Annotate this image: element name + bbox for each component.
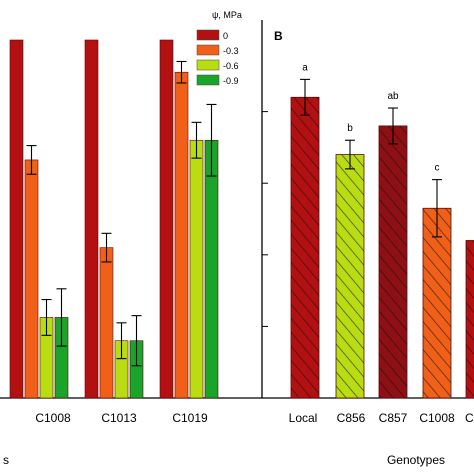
bar-b-hatch-c856	[336, 154, 364, 398]
bar-b-hatch-c1008	[423, 208, 451, 398]
bar-c1019-s0	[159, 39, 174, 399]
bar-c1019-s1	[174, 71, 189, 399]
sig-label-c856: b	[347, 123, 353, 134]
panel-a: C1008 C1013 C1019 s ψ, MPa 0 -0.3 -0.6 -0.9	[0, 10, 262, 467]
legend-swatch-3	[196, 74, 220, 86]
legend-title: ψ, MPa	[212, 10, 242, 20]
legend-label-2: -0.6	[223, 61, 239, 71]
panel-b-tick-labels: Local C856 C857 C1008 C	[289, 411, 474, 425]
sig-label-c1008: c	[435, 163, 440, 174]
legend-label-1: -0.3	[223, 46, 239, 56]
panel-a-xlabel-fragment: s	[3, 453, 9, 467]
bar-c1013-s1	[99, 247, 114, 399]
legend-swatch-2	[196, 59, 220, 71]
panel-b-y-ticks	[262, 111, 268, 327]
bar-b-hatch-local	[291, 97, 319, 398]
panel-b-label: B	[274, 29, 283, 43]
legend-swatch-1	[196, 44, 220, 56]
bar-c1019-s3	[204, 139, 219, 399]
sig-label-local: a	[302, 62, 308, 73]
bar-c1008-s1	[24, 159, 39, 399]
tick-label-c1019: C1019	[172, 411, 208, 425]
tick-label-c856: C856	[337, 411, 366, 425]
legend-swatch-0	[196, 29, 220, 41]
tick-label-local: Local	[289, 411, 318, 425]
tick-label-c-partial: C	[465, 411, 474, 425]
sig-label-c857: ab	[387, 91, 399, 102]
legend-label-3: -0.9	[223, 76, 239, 86]
legend-label-0: 0	[223, 31, 228, 41]
bar-c1019-s2	[189, 139, 204, 399]
legend: ψ, MPa 0 -0.3 -0.6 -0.9	[196, 10, 242, 86]
panel-b-xlabel: Genotypes	[387, 453, 445, 467]
bar-c1008-s0	[9, 39, 24, 399]
bar-b-hatch-c	[466, 240, 474, 398]
bar-b-hatch-c857	[379, 125, 407, 399]
panel-a-bars	[9, 39, 219, 399]
bar-c1013-s0	[84, 39, 99, 399]
tick-label-c857: C857	[379, 411, 408, 425]
panel-a-tick-labels: C1008 C1013 C1019	[35, 411, 208, 425]
tick-label-c1008: C1008	[35, 411, 71, 425]
tick-label-c1013: C1013	[101, 411, 137, 425]
tick-label-c1008-b: C1008	[419, 411, 455, 425]
